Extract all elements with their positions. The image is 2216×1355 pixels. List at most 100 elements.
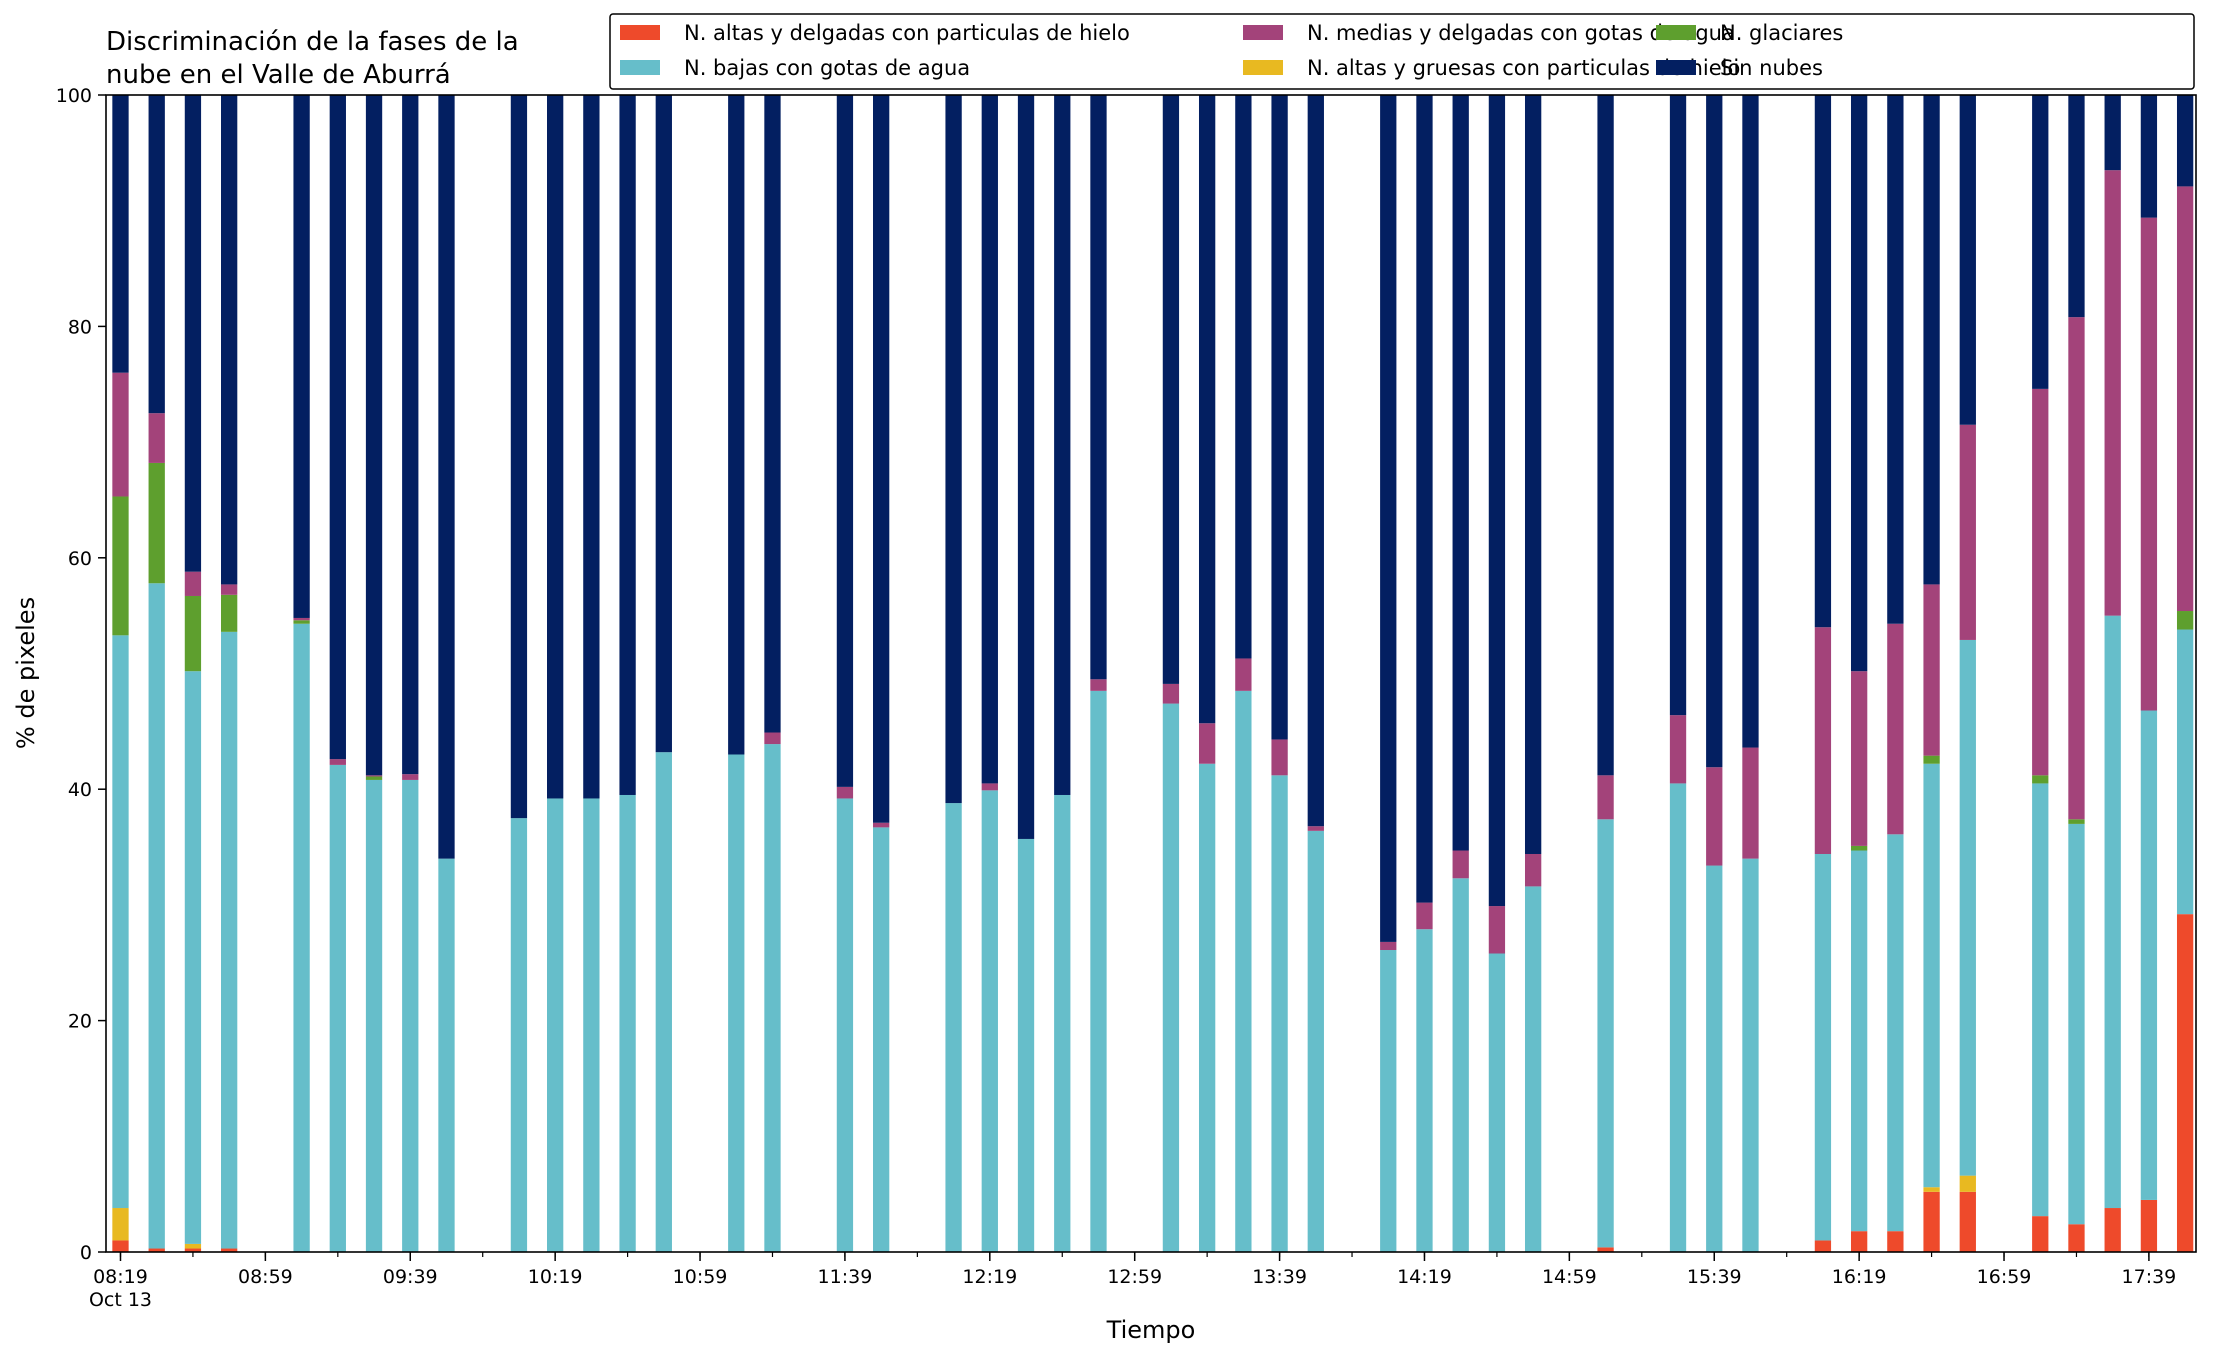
bar-segment <box>1198 763 1216 1252</box>
bar-segment <box>112 635 129 1209</box>
bar-segment <box>728 95 745 755</box>
bar-segment <box>1959 639 1976 1176</box>
bar-segment <box>728 754 745 1252</box>
bar-segment <box>1923 584 1940 756</box>
bar-segment <box>1706 865 1723 1252</box>
bar-segment <box>293 620 310 624</box>
legend-swatch <box>1243 25 1283 40</box>
y-axis: 0 20 40 60 80 100 <box>56 85 106 1264</box>
bar-segment <box>1742 95 1759 748</box>
x-tick-label: 10:59 <box>673 1266 728 1288</box>
bar-segment <box>402 95 419 775</box>
legend-frame <box>609 13 2195 90</box>
legend-label: N. bajas con gotas de agua <box>684 56 970 80</box>
bar-segment <box>981 783 998 791</box>
bar-segment <box>836 786 854 799</box>
bar-segment <box>1090 679 1107 691</box>
bar-segment <box>112 496 129 636</box>
bar-segment <box>1162 95 1180 684</box>
bar-segment <box>1235 690 1252 1252</box>
bar-segment <box>1959 95 1976 425</box>
bar-segment <box>184 671 202 1244</box>
bar-segment <box>619 794 636 1252</box>
bar-segment <box>1307 95 1324 827</box>
x-tick-label: 12:19 <box>962 1266 1017 1288</box>
bar-segment <box>764 744 781 1252</box>
bar-segment <box>438 95 455 859</box>
bar-segment <box>184 595 202 672</box>
bar-segment <box>112 1240 129 1252</box>
bar-segment <box>981 95 998 784</box>
bar-segment <box>2068 823 2085 1225</box>
x-tick-label: 16:59 <box>1977 1266 2032 1288</box>
bar-segment <box>981 790 998 1252</box>
x-tick-label: 13:39 <box>1252 1266 1307 1288</box>
chart-title: Discriminación de la fases de la nube en… <box>106 27 527 90</box>
bar-segment <box>1597 95 1614 776</box>
bar-segment <box>293 95 310 618</box>
bar-segment <box>1524 95 1542 854</box>
x-tick-label: 09:39 <box>383 1266 438 1288</box>
legend-label: N. glaciares <box>1720 21 1843 45</box>
bar-segment <box>148 583 165 1249</box>
bar-segment <box>2140 1199 2158 1252</box>
bar-segment <box>2068 819 2085 824</box>
bar-segment <box>329 759 346 765</box>
bar-segment <box>945 95 962 804</box>
bar-segment <box>1887 1231 1904 1252</box>
bar-segment <box>1597 819 1614 1248</box>
bar-segment <box>1742 858 1759 1252</box>
legend-swatch <box>1656 25 1696 40</box>
bar-segment <box>2068 1224 2085 1252</box>
y-tick-label: 100 <box>56 85 92 107</box>
bar-segment <box>655 95 672 753</box>
bar-segment <box>1669 783 1687 1252</box>
bar-segment <box>873 822 890 828</box>
bar-segment <box>184 1243 202 1249</box>
bar-segment <box>365 776 383 780</box>
x-tick-label: 08:19 <box>93 1266 148 1288</box>
legend-swatch <box>620 60 660 75</box>
bar-segment <box>365 775 383 777</box>
bar-segment <box>365 779 383 1252</box>
bar-segment <box>1235 95 1252 659</box>
bar-segment <box>2176 629 2194 915</box>
y-tick-label: 0 <box>80 1242 92 1264</box>
bar-segment <box>583 798 600 1252</box>
bar-segment <box>329 95 346 760</box>
bar-segment <box>2176 914 2194 1252</box>
bar-segment <box>836 798 854 1252</box>
bar-segment <box>1850 1231 1868 1252</box>
bar-segment <box>1669 715 1687 784</box>
bar-segment <box>2032 1216 2049 1252</box>
bar-segment <box>184 95 202 572</box>
bar-segment <box>1850 671 1868 846</box>
bar-segment <box>1054 794 1071 1252</box>
legend-swatch <box>620 25 660 40</box>
bar-segment <box>1307 826 1324 831</box>
bar-segment <box>2176 186 2194 612</box>
bar-segment <box>1850 845 1868 851</box>
x-tick-label: 10:19 <box>528 1266 583 1288</box>
bar-segment <box>510 95 528 819</box>
bar-segment <box>1814 853 1832 1241</box>
bar-segment <box>1416 902 1433 930</box>
bar-segment <box>1524 886 1542 1252</box>
bar-segment <box>945 803 962 1252</box>
bar-segment <box>836 95 854 787</box>
bar-segment <box>1488 906 1506 954</box>
bar-segment <box>1271 95 1288 740</box>
bar-segment <box>583 95 600 799</box>
bar-segment <box>293 617 310 621</box>
bar-segment <box>1597 775 1614 820</box>
x-tick-label: 11:39 <box>818 1266 873 1288</box>
bar-segment <box>2104 170 2121 616</box>
bar-segment <box>1850 850 1868 1232</box>
bar-segment <box>1923 1191 1940 1252</box>
bar-segment <box>221 631 238 1249</box>
bar-segment <box>547 95 564 799</box>
bar-segment <box>1814 1240 1832 1252</box>
bar-segment <box>547 798 564 1252</box>
bar-segment <box>293 623 310 1252</box>
